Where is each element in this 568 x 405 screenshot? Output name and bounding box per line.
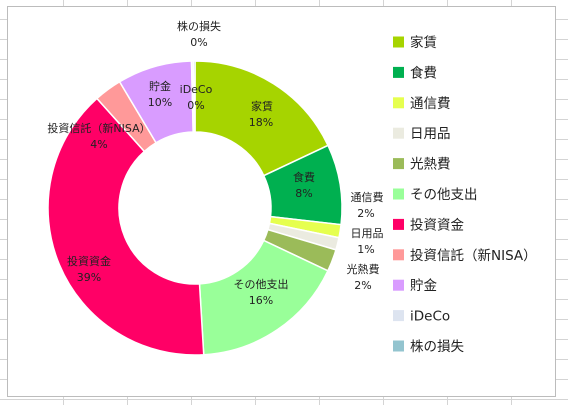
donut-slice-1[interactable]: [194, 60, 330, 177]
legend-swatch: [393, 188, 404, 200]
legend-entry: 投資信託（新NISA）: [410, 248, 537, 264]
legend-swatch: [393, 310, 404, 322]
data-label-name: 株の損失: [177, 19, 221, 33]
data-label-value: 39%: [77, 271, 101, 284]
data-label-value: 8%: [295, 187, 312, 200]
data-label-value: 0%: [187, 99, 204, 112]
data-label-name: その他支出: [234, 277, 289, 291]
chart-area[interactable]: 家賃 18% 食費 8% 通信費 2% 日用品 1% 光熱費 2% その他支出 16% 投資資金 39% 投…: [7, 6, 556, 397]
donut-slice-7[interactable]: [47, 97, 205, 356]
legend-entry: 日用品: [410, 126, 451, 142]
legend-swatch: [393, 279, 404, 291]
data-label-value: 2%: [354, 279, 371, 292]
legend-swatch: [393, 249, 404, 261]
legend-swatch: [393, 158, 404, 170]
data-label-name: 日用品: [351, 227, 384, 240]
data-label-value: 4%: [90, 138, 107, 151]
data-label-name: 貯金: [149, 79, 171, 93]
data-label-name: 家賃: [251, 99, 273, 113]
data-label-name: 通信費: [351, 190, 384, 204]
legend-entry: 株の損失: [410, 339, 464, 355]
legend-entry: iDeCo: [410, 309, 450, 325]
legend-swatch: [393, 340, 404, 352]
data-label-name: iDeCo: [180, 83, 213, 96]
data-label-value: 16%: [249, 294, 273, 307]
legend-swatch: [393, 127, 404, 139]
legend-entry: 光熱費: [410, 157, 451, 173]
legend-swatch: [393, 97, 404, 109]
legend-entry: 食費: [410, 64, 437, 81]
donut-chart: 家賃 18% 食費 8% 通信費 2% 日用品 1% 光熱費 2% その他支出 16% 投資資金 39% 投…: [47, 19, 537, 356]
data-label-value: 10%: [148, 96, 172, 109]
data-label-value: 1%: [357, 243, 374, 256]
data-label-name: 光熱費: [347, 262, 380, 276]
donut-slice-11[interactable]: [192, 60, 196, 133]
data-label-name: 投資資金: [67, 254, 111, 268]
legend-entry: 貯金: [410, 278, 437, 294]
legend-swatch: [393, 36, 404, 48]
data-label-name: 食費: [293, 170, 315, 184]
data-label-value: 2%: [357, 207, 374, 220]
data-label-value: 18%: [249, 116, 273, 129]
legend-entry: その他支出: [410, 187, 478, 203]
legend-entry: 家賃: [410, 34, 437, 51]
legend-entry: 投資資金: [410, 217, 464, 233]
data-label-name: 投資信託（新NISA）: [47, 121, 150, 135]
legend-swatch: [393, 66, 404, 78]
data-label-value: 0%: [190, 36, 207, 49]
legend-entry: 通信費: [410, 96, 451, 112]
legend-swatch: [393, 218, 404, 230]
